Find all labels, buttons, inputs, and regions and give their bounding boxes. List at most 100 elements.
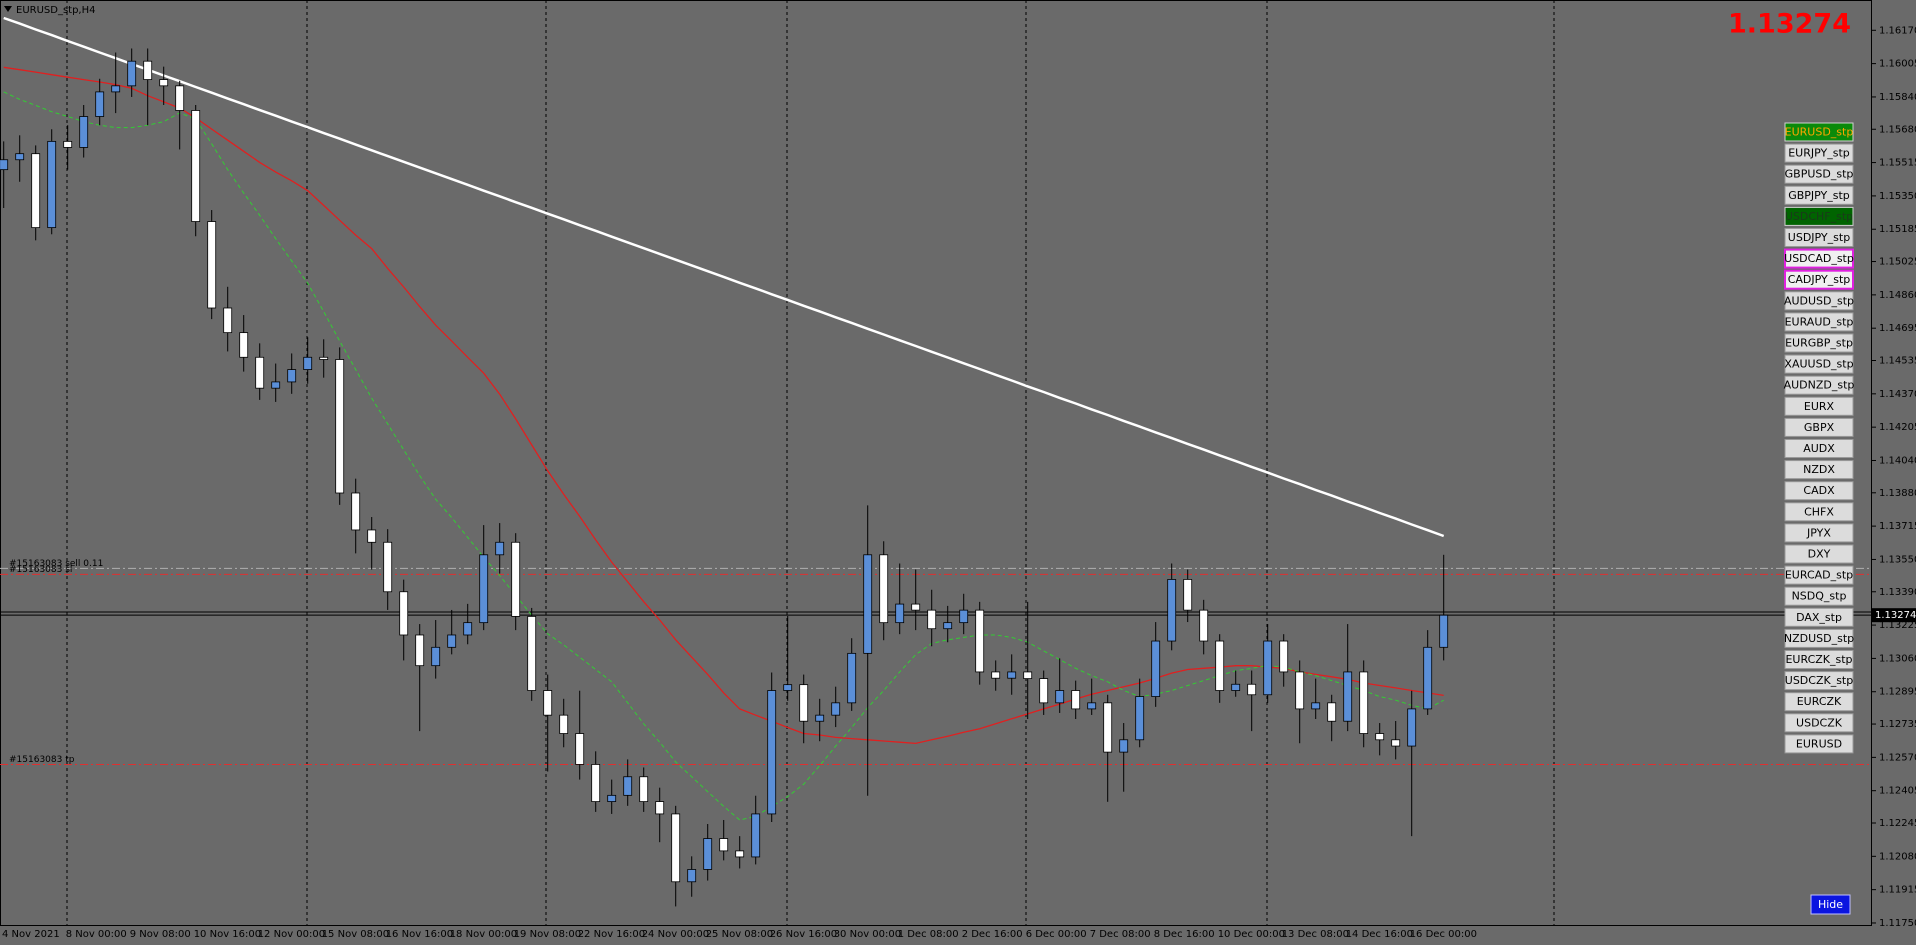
symbol-button[interactable]: EURJPY_stp [1784, 143, 1854, 163]
symbol-button-label[interactable]: GBPX [1804, 421, 1835, 434]
symbol-button-bg[interactable] [1784, 396, 1854, 416]
symbol-button-label[interactable]: CADJPY_stp [1788, 273, 1851, 286]
symbol-button-bg[interactable] [1784, 439, 1854, 458]
symbol-button-bg[interactable] [1784, 565, 1854, 585]
symbol-button[interactable]: AUDNZD_stp [1784, 375, 1855, 395]
symbol-button-bg[interactable] [1784, 248, 1854, 269]
symbol-button-bg[interactable] [1784, 671, 1854, 691]
symbol-button[interactable]: EURUSD [1784, 734, 1854, 754]
symbol-button-label[interactable]: EURCAD_stp [1785, 569, 1853, 582]
symbol-button-bg[interactable] [1784, 375, 1854, 395]
symbol-button-label[interactable]: USDJPY_stp [1788, 231, 1850, 244]
symbol-button-bg[interactable] [1784, 164, 1854, 184]
symbol-button-bg[interactable] [1784, 734, 1854, 754]
symbol-button[interactable]: DAX_stp [1784, 607, 1854, 627]
symbol-button-bg[interactable] [1784, 354, 1854, 374]
symbol-button-bg[interactable] [1784, 460, 1854, 480]
symbol-button-label[interactable]: EURCZK [1797, 695, 1842, 708]
symbol-button-label[interactable]: DXY [1808, 548, 1831, 561]
symbol-button-bg[interactable] [1784, 206, 1854, 226]
symbol-button-bg[interactable] [1784, 143, 1854, 163]
symbol-button-label[interactable]: EURJPY_stp [1788, 147, 1850, 160]
symbol-button-label[interactable]: EURUSD [1796, 737, 1842, 750]
symbol-button-label[interactable]: GBPJPY_stp [1788, 189, 1850, 202]
hide-button-label[interactable]: Hide [1818, 898, 1843, 911]
symbol-button[interactable]: NZDX [1784, 460, 1854, 480]
symbol-button[interactable]: AUDUSD_stp [1784, 291, 1854, 311]
symbol-button-label[interactable]: CADX [1803, 484, 1835, 497]
symbol-button-label[interactable]: USDCZK_stp [1785, 674, 1853, 687]
symbol-button-bg[interactable] [1784, 228, 1854, 247]
symbol-button-label[interactable]: AUDNZD_stp [1784, 379, 1855, 392]
symbol-button[interactable]: AUDX [1784, 439, 1854, 458]
symbol-button[interactable]: USDJPY_stp [1784, 228, 1854, 247]
symbol-button[interactable]: EURCAD_stp [1784, 565, 1854, 585]
symbol-button-bg[interactable] [1784, 523, 1854, 543]
symbol-button[interactable]: EURCZK_stp [1784, 650, 1854, 669]
symbol-panel: EURUSD_stp EURJPY_stp GBPUSD_stp GBPJPY_stp… [1784, 122, 1855, 754]
moving-average [3, 66, 1444, 745]
symbol-button[interactable]: NZDUSD_stp [1784, 628, 1854, 648]
symbol-button-label[interactable]: XAUUSD_stp [1784, 358, 1853, 371]
symbol-button-label[interactable]: EURCZK_stp [1785, 653, 1852, 666]
symbol-button-label[interactable]: CHFX [1804, 505, 1834, 518]
symbol-button-bg[interactable] [1784, 544, 1854, 564]
symbol-button-label[interactable]: DAX_stp [1796, 611, 1842, 624]
symbol-button[interactable]: USDCZK_stp [1784, 671, 1854, 691]
symbol-button-bg[interactable] [1784, 607, 1854, 627]
symbol-button[interactable]: NSDQ_stp [1784, 586, 1854, 606]
symbol-button-bg[interactable] [1784, 628, 1854, 648]
symbol-button[interactable]: CADJPY_stp [1784, 269, 1854, 290]
symbol-button[interactable]: GBPX [1784, 417, 1854, 437]
symbol-button-label[interactable]: GBPUSD_stp [1785, 168, 1854, 181]
symbol-button[interactable]: EURUSD_stp [1784, 122, 1854, 142]
symbol-button[interactable]: USDCAD_stp [1784, 248, 1854, 269]
symbol-button[interactable]: EURAUD_stp [1784, 312, 1854, 332]
symbol-button[interactable]: JPYX [1784, 523, 1854, 543]
symbol-button-bg[interactable] [1784, 713, 1854, 733]
symbol-button-label[interactable]: NZDUSD_stp [1784, 632, 1854, 645]
symbol-button-label[interactable]: JPYX [1806, 526, 1831, 539]
symbol-button[interactable]: CADX [1784, 481, 1854, 501]
y-tick-label: 1.15840 [1879, 92, 1916, 103]
symbol-button[interactable]: USDCZK [1784, 713, 1854, 733]
symbol-button[interactable]: CHFX [1784, 502, 1854, 522]
symbol-button[interactable]: GBPUSD_stp [1784, 164, 1854, 184]
candle-body [207, 221, 217, 309]
symbol-button-bg[interactable] [1784, 122, 1854, 142]
symbol-button-label[interactable]: AUDX [1803, 442, 1835, 455]
symbol-button-bg[interactable] [1784, 417, 1854, 437]
symbol-button[interactable]: XAUUSD_stp [1784, 354, 1854, 374]
symbol-button-bg[interactable] [1784, 185, 1854, 205]
symbol-button-bg[interactable] [1784, 269, 1854, 290]
symbol-button[interactable]: DXY [1784, 544, 1854, 564]
symbol-button-label[interactable]: EURX [1804, 400, 1835, 413]
symbol-button-label[interactable]: EURGBP_stp [1785, 337, 1853, 350]
symbol-button-bg[interactable] [1784, 291, 1854, 311]
symbol-button-bg[interactable] [1784, 481, 1854, 501]
symbol-button[interactable]: EURX [1784, 396, 1854, 416]
symbol-button-label[interactable]: EURUSD_stp [1785, 126, 1854, 139]
symbol-button-bg[interactable] [1784, 586, 1854, 606]
symbol-button-label[interactable]: USDCHF_stp [1785, 210, 1853, 223]
symbol-button-label[interactable]: NZDX [1803, 463, 1835, 476]
candle-body [735, 850, 745, 858]
symbol-button-bg[interactable] [1784, 692, 1854, 712]
symbol-button[interactable]: GBPJPY_stp [1784, 185, 1854, 205]
x-tick-label: 13 Dec 08:00 [1282, 929, 1349, 940]
symbol-button-label[interactable]: AUDUSD_stp [1784, 294, 1854, 307]
hide-button[interactable]: Hide [1810, 894, 1851, 915]
symbol-button-label[interactable]: NSDQ_stp [1792, 590, 1847, 603]
symbol-button[interactable]: EURCZK [1784, 692, 1854, 712]
symbol-button-bg[interactable] [1784, 312, 1854, 332]
symbol-button-label[interactable]: USDCAD_stp [1784, 252, 1854, 265]
symbol-button-bg[interactable] [1784, 502, 1854, 522]
hide-button-bg[interactable] [1810, 894, 1851, 915]
symbol-button-label[interactable]: USDCZK [1796, 716, 1843, 729]
symbol-button-bg[interactable] [1784, 650, 1854, 669]
symbol-button-label[interactable]: EURAUD_stp [1785, 315, 1854, 328]
symbol-button-bg[interactable] [1784, 333, 1854, 353]
symbol-button[interactable]: USDCHF_stp [1784, 206, 1854, 226]
symbol-button[interactable]: EURGBP_stp [1784, 333, 1854, 353]
x-tick-label: 30 Nov 00:00 [834, 929, 901, 940]
